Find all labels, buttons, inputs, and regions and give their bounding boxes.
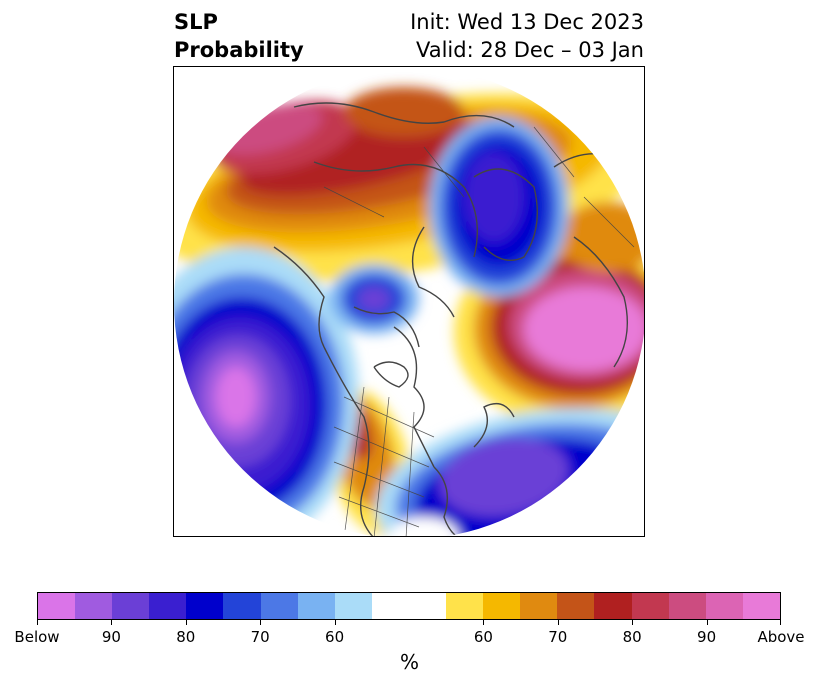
colorbar-tick-label: 60	[473, 628, 493, 646]
colorbar-cell	[297, 593, 335, 619]
colorbar-cell	[705, 593, 743, 619]
colorbar-cell	[334, 593, 372, 619]
colorbar-cell	[742, 593, 780, 619]
title-product: Probability	[174, 38, 304, 62]
colorbar-tick-label: 90	[697, 628, 717, 646]
probability-field	[174, 67, 644, 536]
colorbar-cell	[149, 593, 187, 619]
colorbar-tick-mark	[780, 620, 781, 625]
colorbar-cell	[557, 593, 595, 619]
colorbar	[37, 592, 781, 620]
colorbar-cell	[483, 593, 521, 619]
colorbar-cell	[446, 593, 484, 619]
colorbar-cell	[631, 593, 669, 619]
colorbar-cell	[668, 593, 706, 619]
colorbar-tick-mark	[111, 620, 113, 625]
colorbar-tick-mark	[37, 620, 38, 625]
colorbar-tick-label: Below	[14, 628, 60, 646]
colorbar-cell	[371, 593, 409, 619]
political-boundaries	[323, 126, 635, 536]
colorbar-cell	[520, 593, 558, 619]
colorbar-tick-mark	[185, 620, 187, 625]
colorbar-cell	[75, 593, 113, 619]
colorbar-cell	[408, 593, 447, 619]
colorbar-cell	[186, 593, 224, 619]
map-frame	[173, 66, 645, 537]
colorbar-tick-mark	[260, 620, 262, 625]
title-left: SLP Probability	[174, 8, 304, 64]
colorbar-cell	[594, 593, 632, 619]
init-date: Init: Wed 13 Dec 2023	[410, 10, 644, 34]
colorbar-tick-mark	[557, 620, 559, 625]
colorbar-cell	[223, 593, 261, 619]
valid-range: Valid: 28 Dec – 03 Jan	[415, 38, 644, 62]
colorbar-tick-label: 70	[250, 628, 270, 646]
title-right: Init: Wed 13 Dec 2023 Valid: 28 Dec – 03…	[410, 8, 644, 64]
colorbar-cell	[38, 593, 76, 619]
colorbar-tick-mark	[334, 620, 336, 625]
colorbar-tick-label: 70	[548, 628, 568, 646]
title-variable: SLP	[174, 10, 218, 34]
colorbar-tick-mark	[483, 620, 485, 625]
colorbar-tick-label: Above	[757, 628, 805, 646]
colorbar-tick-label: 80	[176, 628, 196, 646]
colorbar-cell	[260, 593, 298, 619]
colorbar-tick-label: 90	[101, 628, 121, 646]
colorbar-tick-label: 80	[622, 628, 642, 646]
colorbar-cell	[112, 593, 150, 619]
colorbar-units: %	[399, 650, 419, 674]
polar-map	[174, 67, 644, 536]
colorbar-tick-mark	[632, 620, 634, 625]
colorbar-tick-mark	[706, 620, 708, 625]
colorbar-tick-label: 60	[325, 628, 345, 646]
